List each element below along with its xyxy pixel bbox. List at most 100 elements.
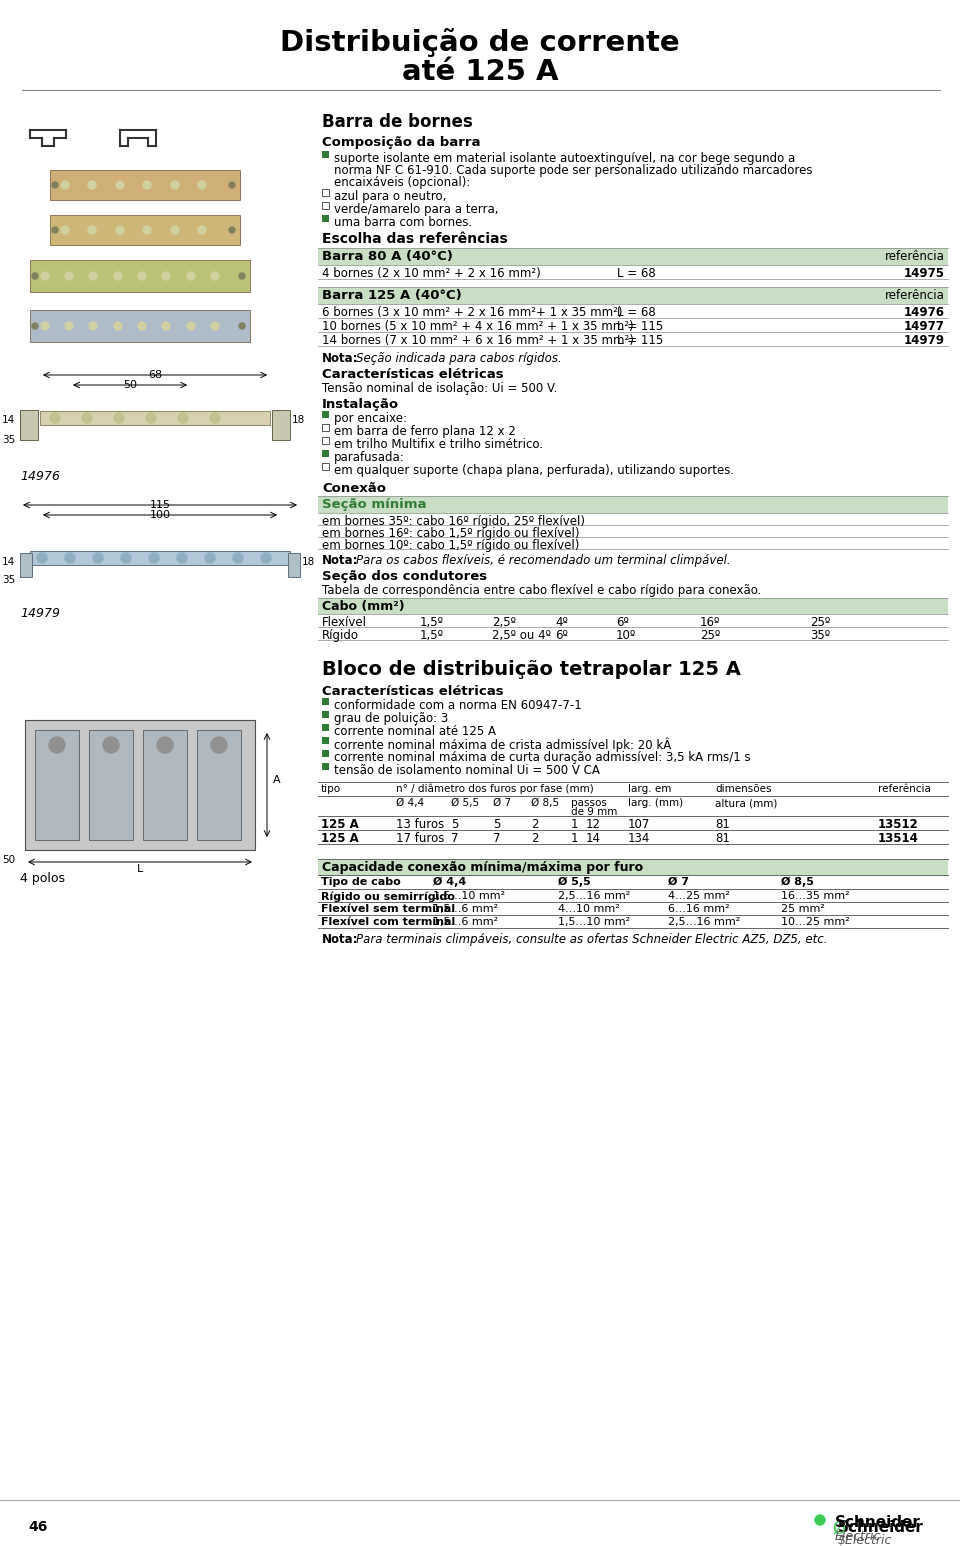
Bar [322, 215, 329, 223]
Text: referência: referência [878, 784, 931, 795]
Circle shape [52, 182, 58, 189]
Text: Barra 80 A (40°C): Barra 80 A (40°C) [322, 250, 453, 263]
Text: Ø 5,5: Ø 5,5 [451, 798, 479, 809]
Text: Schneider: Schneider [835, 1515, 921, 1531]
Text: 25º: 25º [700, 629, 720, 642]
Text: 6 bornes (3 x 10 mm² + 2 x 16 mm²+ 1 x 35 mm²): 6 bornes (3 x 10 mm² + 2 x 16 mm²+ 1 x 3… [322, 306, 622, 318]
Circle shape [239, 323, 245, 329]
Polygon shape [20, 553, 32, 577]
Text: Instalação: Instalação [322, 397, 399, 411]
Text: 14977: 14977 [904, 320, 945, 332]
Circle shape [37, 553, 47, 563]
Text: 13512: 13512 [878, 818, 919, 832]
Bar [322, 724, 329, 731]
Text: tensão de isolamento nominal Ui = 500 V CA: tensão de isolamento nominal Ui = 500 V … [334, 764, 600, 778]
Text: 2,5º: 2,5º [492, 615, 516, 629]
Circle shape [61, 226, 69, 233]
Circle shape [121, 553, 131, 563]
Circle shape [171, 226, 179, 233]
Circle shape [143, 226, 151, 233]
Circle shape [65, 272, 73, 280]
Text: Rígido ou semirrígido: Rígido ou semirrígido [321, 890, 455, 901]
Text: 50: 50 [123, 380, 137, 390]
Circle shape [162, 272, 170, 280]
Text: em qualquer suporte (chapa plana, perfurada), utilizando suportes.: em qualquer suporte (chapa plana, perfur… [334, 464, 734, 478]
Circle shape [233, 553, 243, 563]
Text: grau de poluição: 3: grau de poluição: 3 [334, 713, 448, 725]
Bar [318, 247, 948, 264]
Text: dimensões: dimensões [715, 784, 772, 795]
Circle shape [146, 413, 156, 424]
Text: Para terminais climpáveis, consulte as ofertas Schneider Electric AZ5, DZ5, etc.: Para terminais climpáveis, consulte as o… [356, 932, 828, 946]
Circle shape [211, 272, 219, 280]
Bar [318, 598, 948, 614]
Text: larg. em: larg. em [628, 784, 671, 795]
Bar [30, 550, 290, 564]
Bar [50, 215, 240, 244]
Text: Capacidade conexão mínima/máxima por furo: Capacidade conexão mínima/máxima por fur… [322, 861, 643, 873]
Text: Ø 7: Ø 7 [668, 877, 689, 887]
Text: 100: 100 [150, 510, 171, 519]
Text: tipo: tipo [321, 784, 341, 795]
Text: por encaixe:: por encaixe: [334, 411, 407, 425]
Text: L: L [137, 864, 143, 873]
Bar [50, 170, 240, 199]
Text: L = 68: L = 68 [617, 267, 656, 280]
Text: 14975: 14975 [904, 267, 945, 280]
Text: 10...25 mm²: 10...25 mm² [781, 917, 850, 928]
Text: verde/amarelo para a terra,: verde/amarelo para a terra, [334, 203, 498, 216]
Circle shape [261, 553, 271, 563]
Text: Ø 4,4: Ø 4,4 [396, 798, 424, 809]
Text: azul para o neutro,: azul para o neutro, [334, 190, 446, 203]
Circle shape [114, 322, 122, 329]
Text: Schneider: Schneider [838, 1520, 924, 1535]
Text: 6º: 6º [616, 615, 629, 629]
Polygon shape [272, 410, 290, 441]
Circle shape [50, 413, 60, 424]
Text: 81: 81 [715, 832, 730, 846]
Bar [322, 438, 329, 444]
Text: Barra 125 A (40°C): Barra 125 A (40°C) [322, 289, 462, 301]
Circle shape [211, 322, 219, 329]
Text: Nota:: Nota: [322, 352, 358, 365]
Text: 25º: 25º [810, 615, 830, 629]
Polygon shape [20, 410, 38, 441]
Text: Flexível: Flexível [322, 615, 367, 629]
Text: Características elétricas: Características elétricas [322, 685, 504, 697]
Circle shape [143, 181, 151, 189]
Text: 25 mm²: 25 mm² [781, 904, 825, 914]
Text: 1,5º: 1,5º [420, 615, 444, 629]
Text: Seção dos condutores: Seção dos condutores [322, 570, 487, 583]
Text: passos: passos [571, 798, 607, 809]
Text: Nota:: Nota: [322, 553, 358, 567]
Bar [30, 311, 250, 342]
Text: em bornes 16º: cabo 1,5º rígido ou flexível): em bornes 16º: cabo 1,5º rígido ou flexí… [322, 527, 580, 540]
Text: norma NF C 61-910. Cada suporte pode ser personalizado utilizando marcadores: norma NF C 61-910. Cada suporte pode ser… [334, 164, 812, 176]
Text: 68: 68 [148, 369, 162, 380]
Circle shape [138, 322, 146, 329]
Text: 4...10 mm²: 4...10 mm² [558, 904, 620, 914]
Circle shape [205, 553, 215, 563]
Circle shape [88, 181, 96, 189]
Text: 14979: 14979 [904, 334, 945, 346]
Circle shape [198, 181, 206, 189]
Text: Composição da barra: Composição da barra [322, 136, 481, 148]
Text: corrente nominal máxima de curta duração admissível: 3,5 kA rms/1 s: corrente nominal máxima de curta duração… [334, 751, 751, 764]
Circle shape [41, 322, 49, 329]
Text: A: A [273, 775, 280, 785]
Bar [322, 737, 329, 744]
Bar [35, 730, 79, 839]
Text: 6...16 mm²: 6...16 mm² [668, 904, 730, 914]
Text: 13 furos: 13 furos [396, 818, 444, 832]
Text: até 125 A: até 125 A [401, 59, 559, 87]
Text: Tipo de cabo: Tipo de cabo [321, 877, 400, 887]
Circle shape [138, 272, 146, 280]
Text: 7: 7 [493, 832, 500, 846]
Text: L = 115: L = 115 [617, 334, 663, 346]
Text: larg. (mm): larg. (mm) [628, 798, 684, 809]
Circle shape [116, 226, 124, 233]
Text: 35: 35 [2, 575, 15, 584]
Text: 7: 7 [451, 832, 459, 846]
Circle shape [103, 737, 119, 753]
Text: corrente nominal máxima de crista admissível Ipk: 20 kÂ: corrente nominal máxima de crista admiss… [334, 737, 671, 753]
